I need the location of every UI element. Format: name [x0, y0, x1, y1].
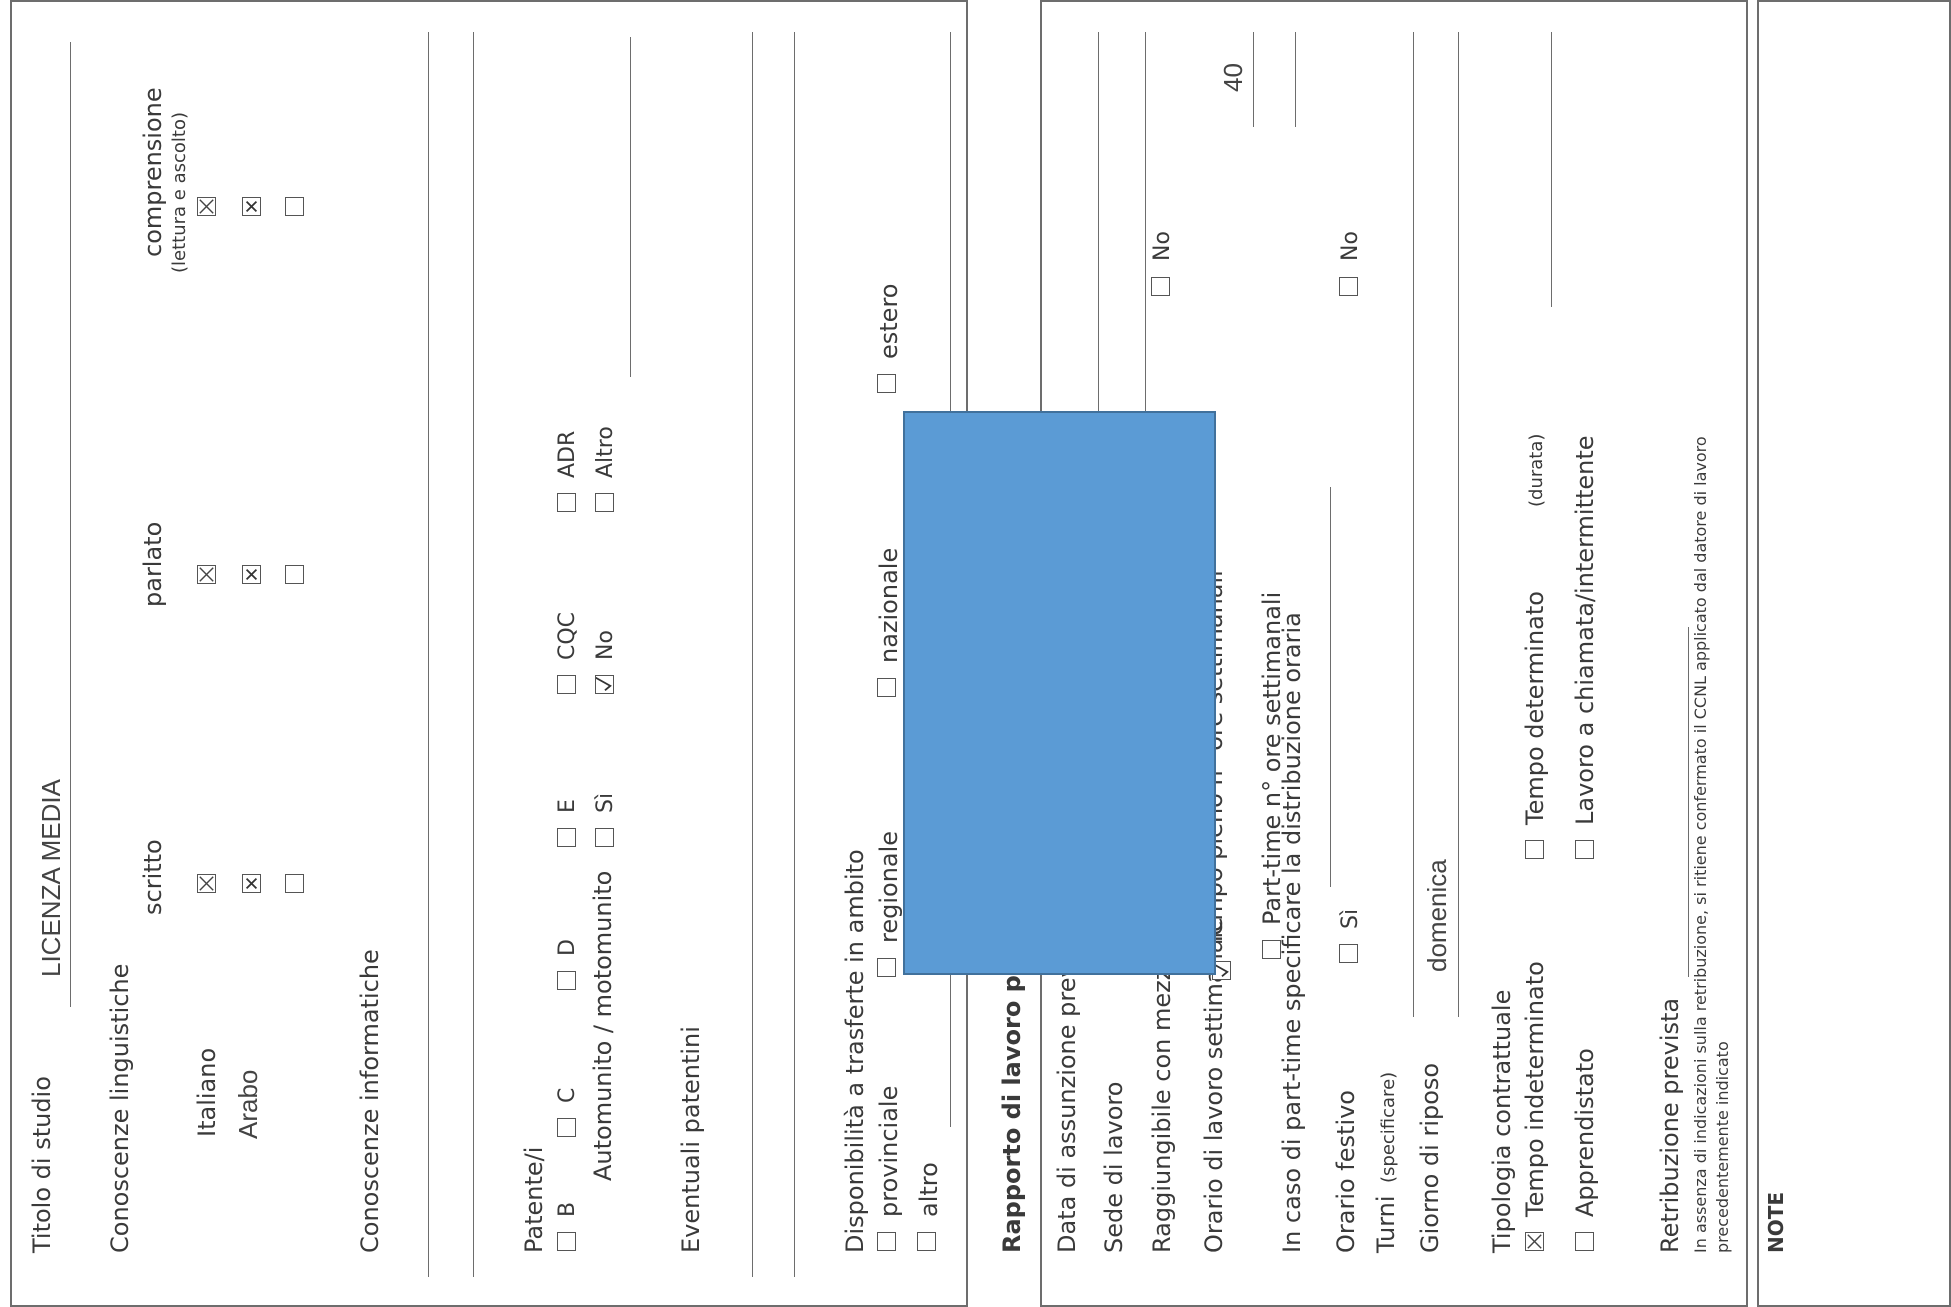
contract-indeterminato-label: Tempo indeterminato: [1521, 961, 1549, 1217]
job-heading: Rapporto di lavoro prop: [998, 929, 1026, 1253]
fulltime-checkbox[interactable]: [1212, 961, 1231, 980]
language-arabo: Arabo: [233, 1069, 263, 1139]
education-label: Titolo di studio: [28, 1076, 56, 1253]
workplace-label: Sede di lavoro: [1100, 1081, 1128, 1253]
other-comprehension-checkbox[interactable]: [285, 197, 304, 216]
vehicle-label: Automunito / motomunito: [589, 870, 617, 1181]
languages-label: Conoscenze linguistiche: [106, 963, 134, 1253]
col-comprehension-note: (lettura e ascolto): [169, 112, 190, 273]
col-written: scritto: [139, 839, 167, 915]
vehicle-no-label: No: [593, 630, 618, 660]
salary-label: Retribuzione prevista: [1656, 997, 1684, 1253]
license-adr-label: ADR: [555, 430, 580, 478]
license-e-checkbox[interactable]: [557, 828, 576, 847]
other-spoken-checkbox[interactable]: [285, 565, 304, 584]
vehicle-yes-label: Sì: [593, 792, 618, 813]
vehicle-other-label: Altro: [593, 426, 618, 478]
travel-estero-label: estero: [875, 283, 903, 359]
redaction-box: [903, 411, 1216, 975]
italiano-spoken-checkbox[interactable]: [197, 565, 216, 584]
shifts-note: (specificare): [1378, 1071, 1399, 1183]
computer-skills-label: Conoscenze informatiche: [356, 949, 384, 1253]
language-italiano: Italiano: [193, 1047, 221, 1137]
certificates-line-2: [794, 32, 795, 1277]
vehicle-other-line: [630, 37, 631, 377]
holiday-yes-checkbox[interactable]: [1339, 944, 1358, 963]
travel-altro-checkbox[interactable]: [917, 1232, 936, 1251]
education-line: [70, 42, 71, 1007]
parttime-line: [1295, 32, 1296, 127]
travel-estero-checkbox[interactable]: [877, 374, 896, 393]
contract-chiamata-checkbox[interactable]: [1575, 840, 1594, 859]
contract-determinato-line: [1551, 32, 1552, 307]
license-d-checkbox[interactable]: [557, 971, 576, 990]
license-b-checkbox[interactable]: [557, 1232, 576, 1251]
arabo-spoken-checkbox[interactable]: [242, 565, 261, 584]
salary-note-1: In assenza di indicazioni sulla retribuz…: [1691, 436, 1710, 1253]
parttime-distribution-label: In caso di part-time specificare la dist…: [1278, 612, 1306, 1253]
salary-line: [1688, 627, 1689, 977]
license-cqc-checkbox[interactable]: [557, 675, 576, 694]
travel-provinciale-checkbox[interactable]: [877, 1232, 896, 1251]
rest-day-value: domenica: [1422, 859, 1452, 972]
travel-nazionale-checkbox[interactable]: [877, 678, 896, 697]
license-cqc-label: CQC: [555, 611, 580, 660]
contract-determinato-label: Tempo determinato: [1521, 591, 1549, 825]
contract-apprendistato-checkbox[interactable]: [1575, 1232, 1594, 1251]
travel-label: Disponibilità a trasferte in ambito: [841, 849, 869, 1253]
computer-skills-line-1: [428, 32, 429, 1277]
certificates-label: Eventuali patentini: [677, 1026, 705, 1253]
other-written-checkbox[interactable]: [285, 874, 304, 893]
holiday-no-label: No: [1338, 231, 1363, 261]
contract-apprendistato-label: Apprendistato: [1571, 1048, 1599, 1217]
contract-indeterminato-checkbox[interactable]: [1525, 1232, 1544, 1251]
license-e-label: E: [555, 799, 580, 813]
travel-regionale-checkbox[interactable]: [877, 958, 896, 977]
vehicle-no-checkbox[interactable]: [595, 675, 614, 694]
holiday-yes-label: Sì: [1338, 908, 1363, 929]
holiday-yes-line: [1330, 487, 1331, 887]
computer-skills-line-2: [473, 32, 474, 1277]
license-c-checkbox[interactable]: [557, 1118, 576, 1137]
fulltime-value: 40: [1218, 63, 1248, 92]
transport-label: Raggiungibile con mezzo p: [1148, 930, 1176, 1253]
rest-day-label: Giorno di riposo: [1416, 1062, 1444, 1253]
arabo-written-checkbox[interactable]: [242, 874, 261, 893]
license-c-label: C: [555, 1087, 580, 1103]
arabo-comprehension-checkbox[interactable]: [242, 197, 261, 216]
notes-label: NOTE: [1764, 1191, 1788, 1253]
contract-label: Tipologia contrattuale: [1488, 989, 1516, 1253]
shifts-line: [1413, 32, 1414, 1017]
contract-determinato-checkbox[interactable]: [1525, 840, 1544, 859]
col-spoken: parlato: [139, 521, 167, 607]
italiano-comprehension-checkbox[interactable]: [197, 197, 216, 216]
certificates-line-1: [752, 32, 753, 1277]
notes-panel: [1757, 0, 1951, 1307]
travel-regionale-label: regionale: [875, 830, 903, 943]
license-d-label: D: [555, 939, 580, 956]
fulltime-line: [1253, 32, 1254, 127]
col-comprehension: comprensione: [139, 87, 167, 257]
italiano-written-checkbox[interactable]: [197, 874, 216, 893]
travel-altro-label: altro: [915, 1162, 943, 1217]
hire-date-label: Data di assunzione previst: [1053, 934, 1081, 1253]
contract-determinato-note: (durata): [1526, 433, 1547, 507]
transport-no-checkbox[interactable]: [1151, 277, 1170, 296]
education-value: LICENZA MEDIA: [36, 779, 66, 977]
salary-note-2: precedentemente indicato: [1713, 1041, 1732, 1253]
license-b-label: B: [555, 1201, 580, 1217]
holiday-label: Orario festivo: [1332, 1090, 1360, 1253]
transport-no-label: No: [1150, 231, 1175, 261]
licenses-label: Patente/i: [520, 1146, 548, 1253]
license-adr-checkbox[interactable]: [557, 493, 576, 512]
rest-day-line: [1458, 32, 1459, 1017]
travel-provinciale-label: provinciale: [875, 1085, 903, 1217]
contract-chiamata-label: Lavoro a chiamata/intermittente: [1571, 435, 1599, 825]
vehicle-yes-checkbox[interactable]: [595, 828, 614, 847]
holiday-no-checkbox[interactable]: [1339, 277, 1358, 296]
shifts-label: Turni: [1372, 1195, 1400, 1253]
travel-nazionale-label: nazionale: [875, 547, 903, 663]
vehicle-other-checkbox[interactable]: [595, 493, 614, 512]
